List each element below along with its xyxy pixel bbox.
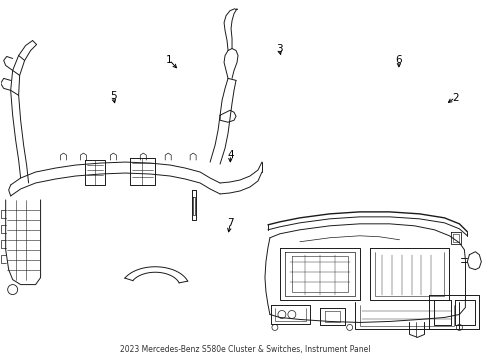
Text: 5: 5 xyxy=(110,91,117,101)
Text: 2023 Mercedes-Benz S580e Cluster & Switches, Instrument Panel: 2023 Mercedes-Benz S580e Cluster & Switc… xyxy=(120,345,370,354)
Text: 2: 2 xyxy=(452,93,459,103)
Text: 7: 7 xyxy=(227,218,234,228)
Text: 6: 6 xyxy=(395,55,402,65)
Text: 1: 1 xyxy=(166,55,172,65)
Text: 3: 3 xyxy=(276,44,283,54)
Text: 4: 4 xyxy=(227,150,234,160)
